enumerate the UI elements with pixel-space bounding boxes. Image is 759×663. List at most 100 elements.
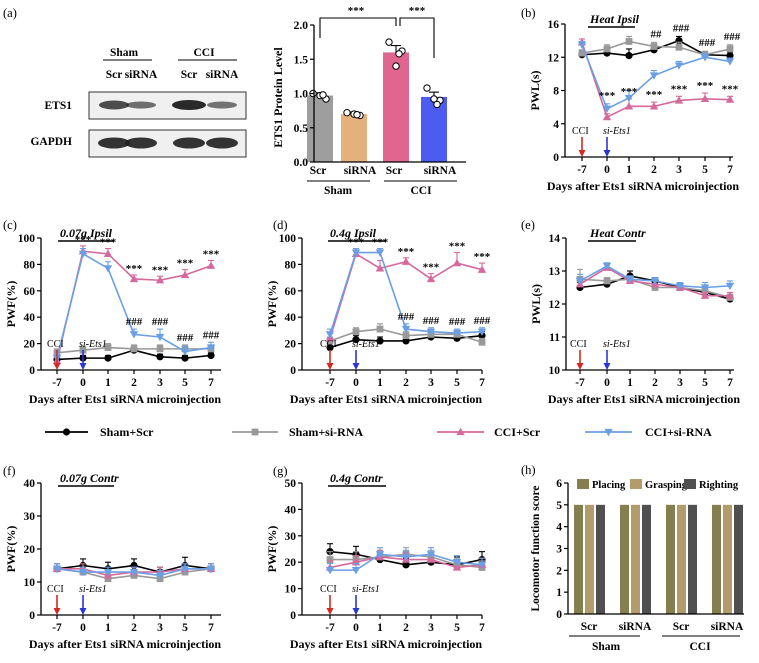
point-marker [352, 328, 360, 336]
y-tick-label: 2 [556, 565, 562, 577]
point-marker [180, 270, 190, 279]
point-marker [726, 51, 734, 60]
point-marker [352, 336, 360, 344]
significance-stars: *** [409, 5, 426, 17]
group-label: Sham [324, 185, 353, 197]
bar-placing [620, 504, 629, 614]
significance-hashes: ### [423, 315, 440, 327]
y-tick-label: 4 [556, 522, 562, 534]
gapdh-band [125, 137, 157, 149]
data-point [395, 50, 403, 58]
y-tick-label: 0 [290, 610, 296, 622]
y-tick-label: 0 [556, 609, 562, 621]
series-cci_sirna [52, 563, 216, 580]
x-tick-label: 2 [131, 622, 137, 634]
y-tick-label: 80 [24, 259, 36, 271]
x-tick-label: 1 [105, 377, 111, 389]
point-marker [603, 45, 611, 53]
point-marker [251, 428, 259, 436]
data-point [385, 38, 393, 46]
si-ets1-arrow-head [79, 363, 87, 370]
data-point [392, 62, 400, 70]
legend-item-placing: Placing [577, 479, 626, 491]
y-tick-label: 2.0 [294, 20, 309, 32]
bar-placing [712, 504, 721, 614]
si-ets1-arrow-head [603, 150, 611, 157]
si-ets1-label: si-Ets1 [79, 584, 107, 595]
x-tick-label: 2 [131, 377, 137, 389]
y-tick-label: 20 [285, 557, 297, 569]
y-tick-label: 40 [285, 504, 297, 516]
y-tick-label: 0 [290, 365, 296, 377]
x-tick-label: 7 [208, 377, 214, 389]
y-axis-label: PWF(%) [265, 526, 279, 573]
x-tick-label: 3 [677, 377, 683, 389]
x-tick-label: 1 [377, 622, 383, 634]
point-marker [156, 345, 164, 353]
cci-label: CCI [572, 126, 589, 137]
point-marker [575, 277, 585, 286]
x-tick-label: 1 [627, 377, 633, 389]
cci-label: CCI [320, 584, 337, 595]
bar [383, 52, 409, 162]
x-tick-label: -7 [575, 377, 585, 389]
bar-righting [688, 504, 697, 614]
si-ets1-label: si-Ets1 [352, 339, 380, 350]
x-tick-label: 3 [157, 622, 163, 634]
x-tick-label: Scr [581, 621, 598, 633]
significance-stars: *** [474, 251, 491, 263]
significance-stars: *** [646, 89, 663, 101]
significance-hashes: ## [651, 28, 663, 40]
x-tick-label: -7 [52, 377, 62, 389]
point-marker [104, 344, 112, 351]
x-axis-label: Days after Ets1 siRNA microinjection [29, 392, 222, 406]
y-axis-label: PWF(%) [4, 281, 18, 328]
point-marker [477, 265, 487, 273]
panel-label: (a) [3, 6, 17, 20]
point-marker [325, 566, 335, 575]
point-marker [130, 345, 138, 353]
point-marker [452, 258, 462, 267]
y-tick-label: 0.5 [294, 123, 309, 135]
point-marker [675, 282, 685, 291]
significance-bracket [399, 17, 435, 58]
y-axis-label: PWL(s) [528, 71, 542, 111]
legend-swatch [684, 479, 696, 489]
panel-h: (h) 0 1 2 3 4 5 6 Locomotor function score Placin… [521, 463, 744, 653]
point-marker [207, 351, 215, 360]
significance-stars: *** [177, 258, 194, 270]
significance-stars: *** [372, 237, 389, 249]
bar-placing [574, 504, 583, 614]
point-marker [602, 262, 612, 271]
panel-label: (e) [521, 218, 535, 232]
x-tick-label: 7 [727, 377, 733, 389]
legend-label: Righting [699, 480, 739, 491]
significance-stars: *** [423, 262, 440, 274]
panel-label: (d) [273, 218, 288, 232]
x-axis-label: Days after Ets1 siRNA microinjection [29, 637, 222, 651]
point-marker [180, 348, 190, 356]
y-tick-label: 8 [553, 86, 559, 98]
x-tick-label: 0 [353, 622, 359, 634]
y-tick-label: 10 [285, 584, 297, 596]
y-tick-label: 100 [18, 233, 36, 245]
point-marker [624, 102, 634, 110]
y-tick-label: 0 [29, 610, 35, 622]
x-tick-label: 7 [479, 622, 485, 634]
y-tick-label: 6 [556, 478, 562, 490]
x-tick-label: 0 [604, 377, 610, 389]
bar [341, 114, 367, 162]
bar-righting [734, 504, 743, 614]
y-tick-label: 14 [549, 233, 561, 245]
point-marker [351, 566, 361, 575]
point-marker [674, 96, 684, 104]
cci-arrow-head [576, 363, 584, 370]
x-tick-label: 5 [182, 622, 188, 634]
significance-hashes: ### [203, 329, 220, 341]
bar-grasping [585, 504, 594, 614]
panel-title: 0.07g Ipsil [60, 226, 113, 240]
legend-label: Sham+Scr [100, 425, 154, 439]
point-marker [129, 568, 139, 577]
